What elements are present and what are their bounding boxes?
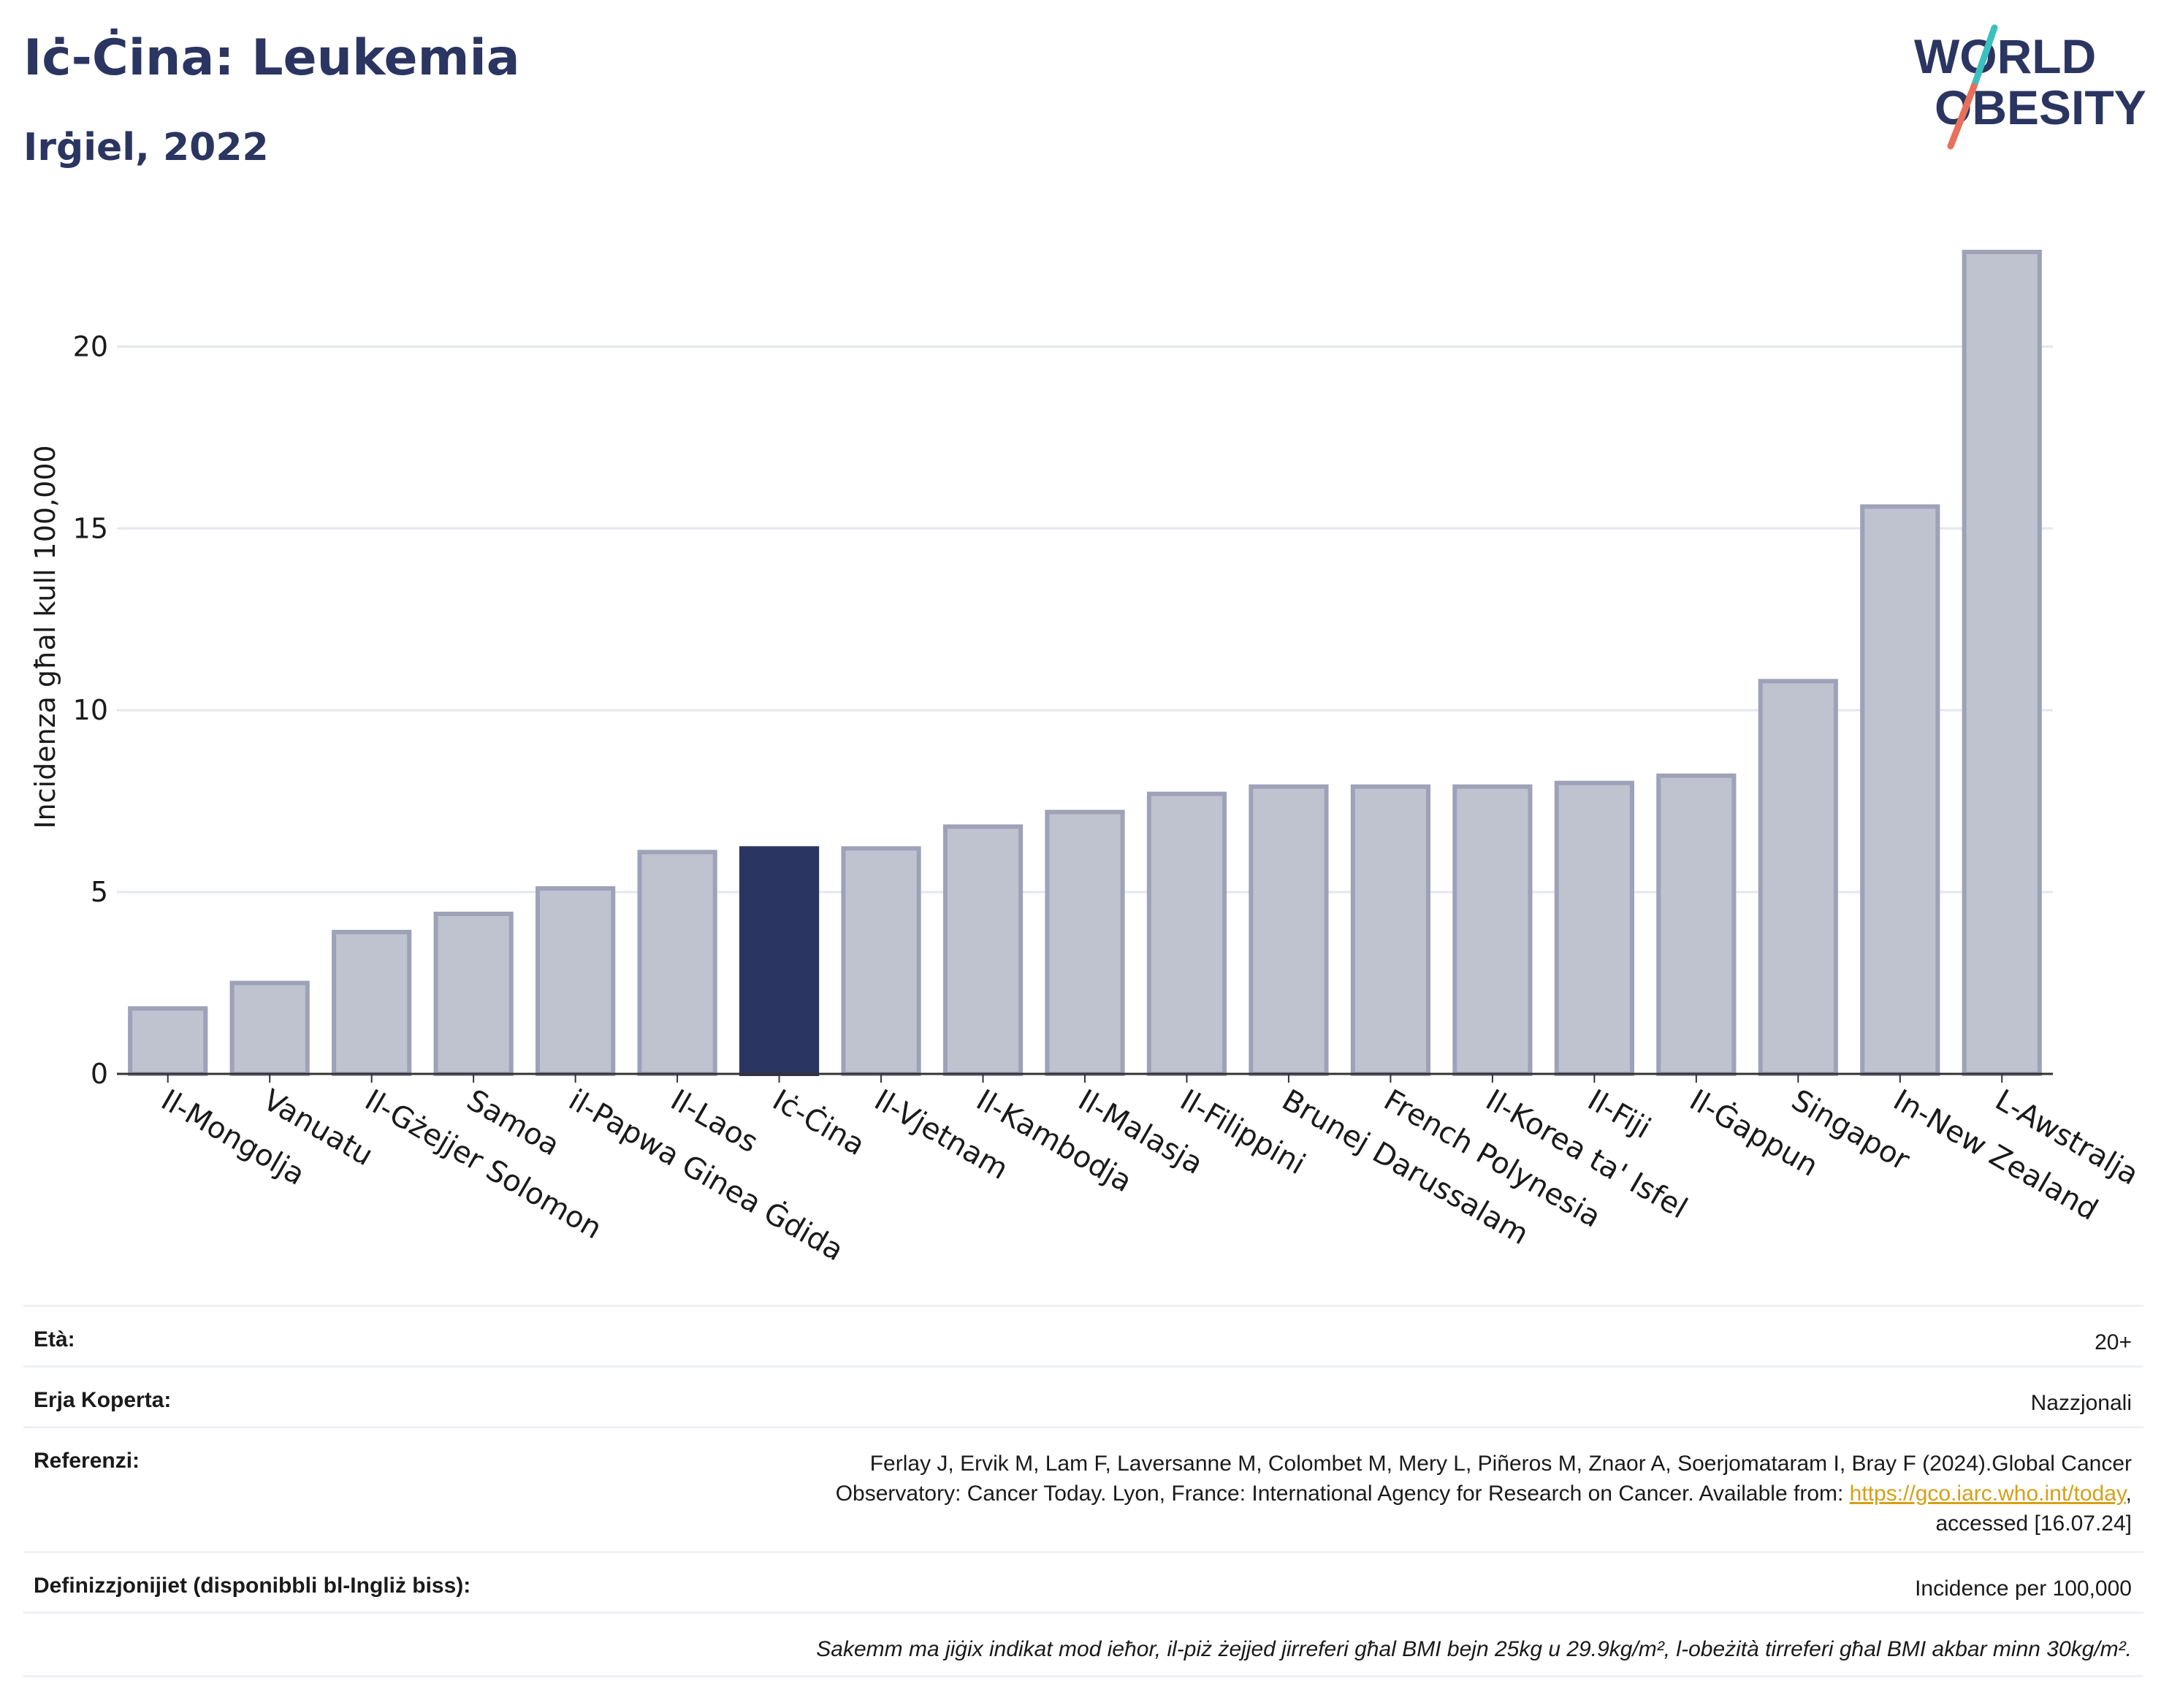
meta-row-definitions: Definizzjonijiet (disponibbli bl-Ingliż … bbox=[23, 1551, 2143, 1612]
x-tick-label: Il-Fiji bbox=[1582, 1083, 1656, 1145]
references-link[interactable]: https://gco.iarc.who.int/today bbox=[1849, 1482, 2126, 1506]
bar bbox=[1962, 249, 2042, 1076]
note-text: Sakemm ma jiġix indikat mod ieħor, il-pi… bbox=[816, 1637, 2132, 1661]
bar bbox=[1045, 809, 1125, 1076]
bar bbox=[1860, 504, 1940, 1076]
logo-text-line1: WORLD bbox=[1914, 29, 2096, 83]
y-axis-label: Incidenza għal kull 100,000 bbox=[29, 445, 61, 828]
definitions-value: Incidence per 100,000 bbox=[1915, 1577, 2132, 1601]
logo-slash-bottom bbox=[1947, 83, 1978, 150]
references-line2: Observatory: Cancer Today. Lyon, France:… bbox=[836, 1479, 2132, 1509]
references-line3: accessed [16.07.24] bbox=[1935, 1511, 2132, 1536]
world-obesity-logo[interactable]: WORLD OBESITY bbox=[1899, 22, 2148, 161]
coverage-value: Nazzjonali bbox=[2030, 1391, 2132, 1415]
y-tick-label: 5 bbox=[91, 876, 108, 908]
metadata-table: Età: 20+ Erja Koperta: Nazzjonali Refere… bbox=[23, 1305, 2143, 1677]
logo-slash-top bbox=[1970, 24, 1998, 90]
meta-row-coverage: Erja Koperta: Nazzjonali bbox=[23, 1365, 2143, 1426]
bar bbox=[1452, 784, 1533, 1077]
bar bbox=[1146, 791, 1227, 1077]
chart-title: Iċ-Ċina: Leukemia bbox=[23, 29, 520, 87]
meta-row-age: Età: 20+ bbox=[23, 1305, 2143, 1365]
meta-row-references: Referenzi: Ferlay J, Ervik M, Lam F, Lav… bbox=[23, 1426, 2143, 1551]
y-tick-label: 0 bbox=[91, 1058, 108, 1090]
age-value: 20+ bbox=[2095, 1330, 2132, 1354]
bar bbox=[433, 911, 514, 1077]
bar bbox=[942, 824, 1024, 1076]
references-line1: Ferlay J, Ervik M, Lam F, Laversanne M, … bbox=[869, 1452, 2132, 1476]
bar bbox=[637, 850, 717, 1076]
references-label: Referenzi: bbox=[34, 1449, 140, 1473]
bar bbox=[739, 846, 820, 1076]
y-tick-label: 20 bbox=[73, 330, 108, 362]
bar bbox=[841, 846, 921, 1076]
bar bbox=[1554, 780, 1634, 1076]
bar bbox=[1249, 784, 1329, 1077]
meta-row-note: Sakemm ma jiġix indikat mod ieħor, il-pi… bbox=[23, 1612, 2143, 1677]
definitions-label: Definizzjonijiet (disponibbli bl-Ingliż … bbox=[34, 1574, 471, 1598]
coverage-label: Erja Koperta: bbox=[34, 1388, 172, 1412]
references-line2-comma: , bbox=[2125, 1482, 2132, 1506]
y-axis-ticks: 0 5 10 15 20 bbox=[73, 330, 108, 1090]
references-line2-text: Observatory: Cancer Today. Lyon, France:… bbox=[835, 1482, 1850, 1506]
age-label: Età: bbox=[34, 1327, 75, 1351]
bar bbox=[1656, 773, 1737, 1076]
y-tick-label: 15 bbox=[73, 512, 108, 544]
bar bbox=[1350, 784, 1431, 1077]
bars bbox=[128, 249, 2042, 1077]
bar bbox=[229, 980, 310, 1076]
bar bbox=[128, 1006, 208, 1077]
x-tick-label: Iċ-Ċina bbox=[767, 1082, 872, 1162]
bar bbox=[536, 886, 616, 1076]
chart-subtitle: Irġiel, 2022 bbox=[23, 126, 269, 169]
references-value: Ferlay J, Ervik M, Lam F, Laversanne M, … bbox=[836, 1449, 2132, 1539]
bar bbox=[332, 929, 412, 1076]
bar bbox=[1758, 679, 1838, 1076]
y-tick-label: 10 bbox=[73, 694, 108, 726]
